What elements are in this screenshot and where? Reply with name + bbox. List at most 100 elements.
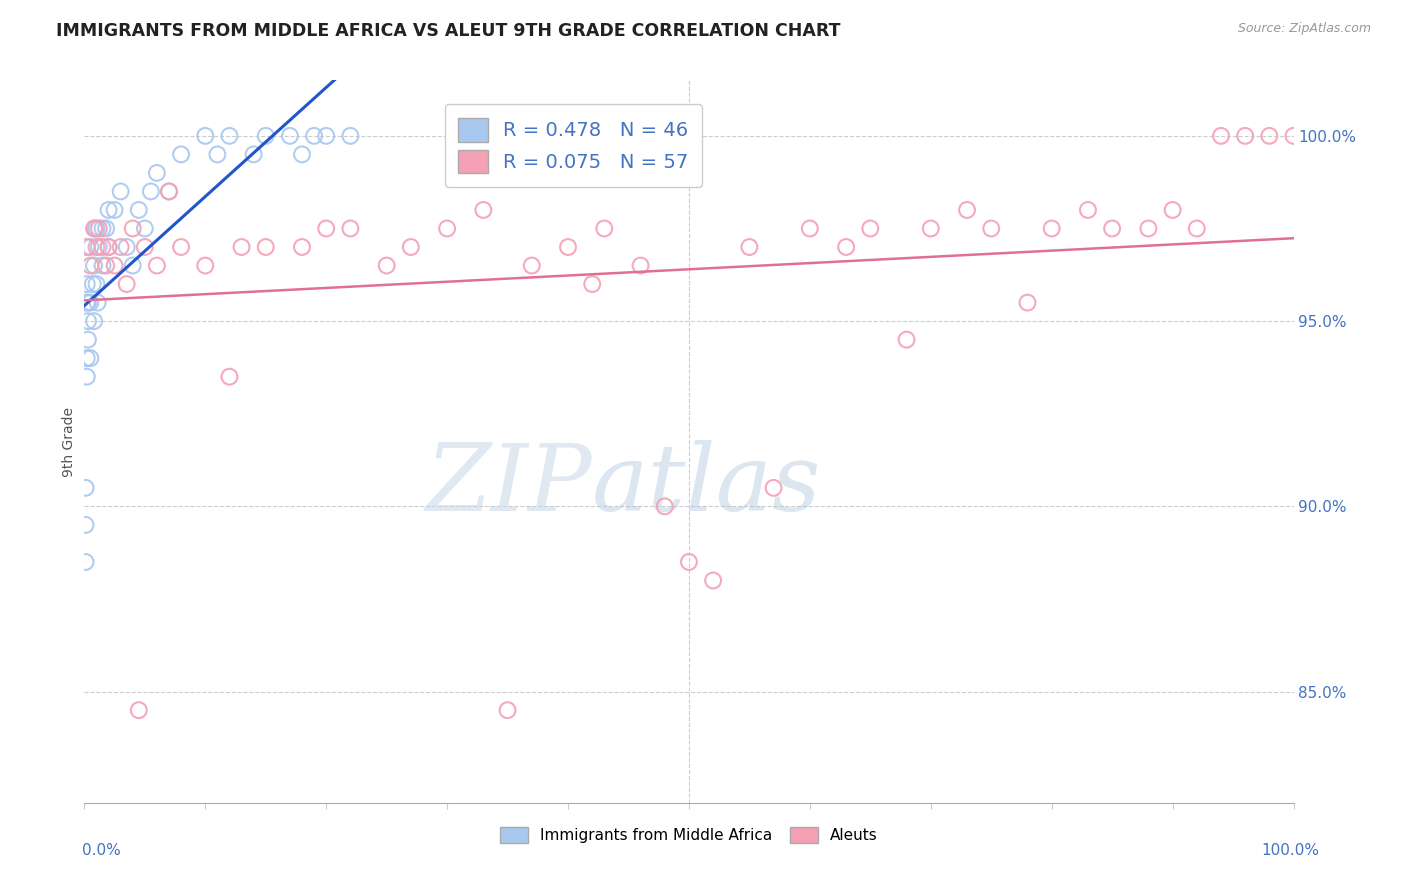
Point (94, 221, 117, 235)
Point (254, 240, 277, 254)
Text: atlas: atlas (592, 440, 821, 530)
Point (110, 240, 132, 254)
Point (678, 555, 700, 569)
Point (79, 351, 101, 366)
Point (520, 259, 543, 273)
Point (1185, 221, 1208, 235)
Point (218, 369, 240, 384)
Point (581, 277, 603, 291)
Point (557, 240, 579, 254)
Point (630, 259, 652, 273)
Point (920, 221, 942, 235)
Point (83, 314, 105, 328)
Point (654, 500, 676, 514)
Point (1161, 202, 1184, 217)
Point (1234, 128, 1257, 143)
Point (956, 202, 979, 217)
Point (115, 240, 138, 254)
Point (242, 147, 264, 161)
Point (134, 221, 156, 235)
Point (79, 259, 101, 273)
Point (82, 277, 104, 291)
Point (76, 295, 98, 310)
Point (79, 240, 101, 254)
Point (128, 202, 150, 217)
Text: 0.0%: 0.0% (82, 843, 121, 857)
Point (83, 259, 105, 273)
Point (110, 185, 132, 199)
Point (77, 295, 100, 310)
Legend: Immigrants from Middle Africa, Aleuts: Immigrants from Middle Africa, Aleuts (494, 822, 884, 849)
Point (97, 240, 120, 254)
Point (1017, 295, 1039, 310)
Point (194, 128, 217, 143)
Point (157, 185, 180, 199)
Point (84, 221, 107, 235)
Point (83, 221, 105, 235)
Point (77, 314, 100, 328)
Point (980, 221, 1002, 235)
Text: Source: ZipAtlas.com: Source: ZipAtlas.com (1237, 22, 1371, 36)
Point (75, 517, 97, 532)
Point (86, 221, 108, 235)
Point (86, 240, 108, 254)
Point (121, 259, 143, 273)
Point (76, 240, 98, 254)
Point (315, 128, 337, 143)
Point (97, 202, 120, 217)
Point (91, 259, 114, 273)
Point (134, 240, 156, 254)
Point (76, 351, 98, 366)
Point (291, 240, 314, 254)
Point (472, 202, 495, 217)
Point (278, 128, 301, 143)
Point (104, 259, 127, 273)
Point (121, 221, 143, 235)
Point (835, 240, 858, 254)
Point (91, 221, 114, 235)
Point (170, 147, 193, 161)
Point (859, 221, 882, 235)
Point (170, 240, 193, 254)
Y-axis label: 9th Grade: 9th Grade (62, 407, 76, 476)
Point (436, 221, 458, 235)
Point (738, 240, 761, 254)
Point (76, 277, 98, 291)
Point (339, 221, 361, 235)
Point (94, 259, 117, 273)
Point (399, 240, 422, 254)
Point (86, 295, 108, 310)
Point (157, 185, 180, 199)
Point (86, 277, 108, 291)
Point (762, 481, 785, 495)
Point (207, 147, 229, 161)
Point (291, 147, 314, 161)
Point (593, 221, 616, 235)
Point (91, 240, 114, 254)
Point (218, 128, 240, 143)
Point (315, 221, 337, 235)
Point (375, 259, 398, 273)
Point (339, 128, 361, 143)
Point (97, 240, 120, 254)
Point (799, 221, 821, 235)
Point (146, 166, 169, 180)
Point (194, 259, 217, 273)
Point (1077, 202, 1099, 217)
Point (896, 333, 918, 347)
Text: IMMIGRANTS FROM MIDDLE AFRICA VS ALEUT 9TH GRADE CORRELATION CHART: IMMIGRANTS FROM MIDDLE AFRICA VS ALEUT 9… (56, 22, 841, 40)
Point (302, 128, 325, 143)
Point (231, 240, 253, 254)
Point (75, 555, 97, 569)
Point (104, 202, 127, 217)
Point (76, 369, 98, 384)
Point (1258, 128, 1281, 143)
Point (87, 221, 110, 235)
Point (115, 277, 138, 291)
Point (139, 185, 162, 199)
Point (146, 259, 169, 273)
Point (87, 240, 110, 254)
Point (1040, 221, 1063, 235)
Point (1209, 128, 1232, 143)
Point (77, 333, 100, 347)
